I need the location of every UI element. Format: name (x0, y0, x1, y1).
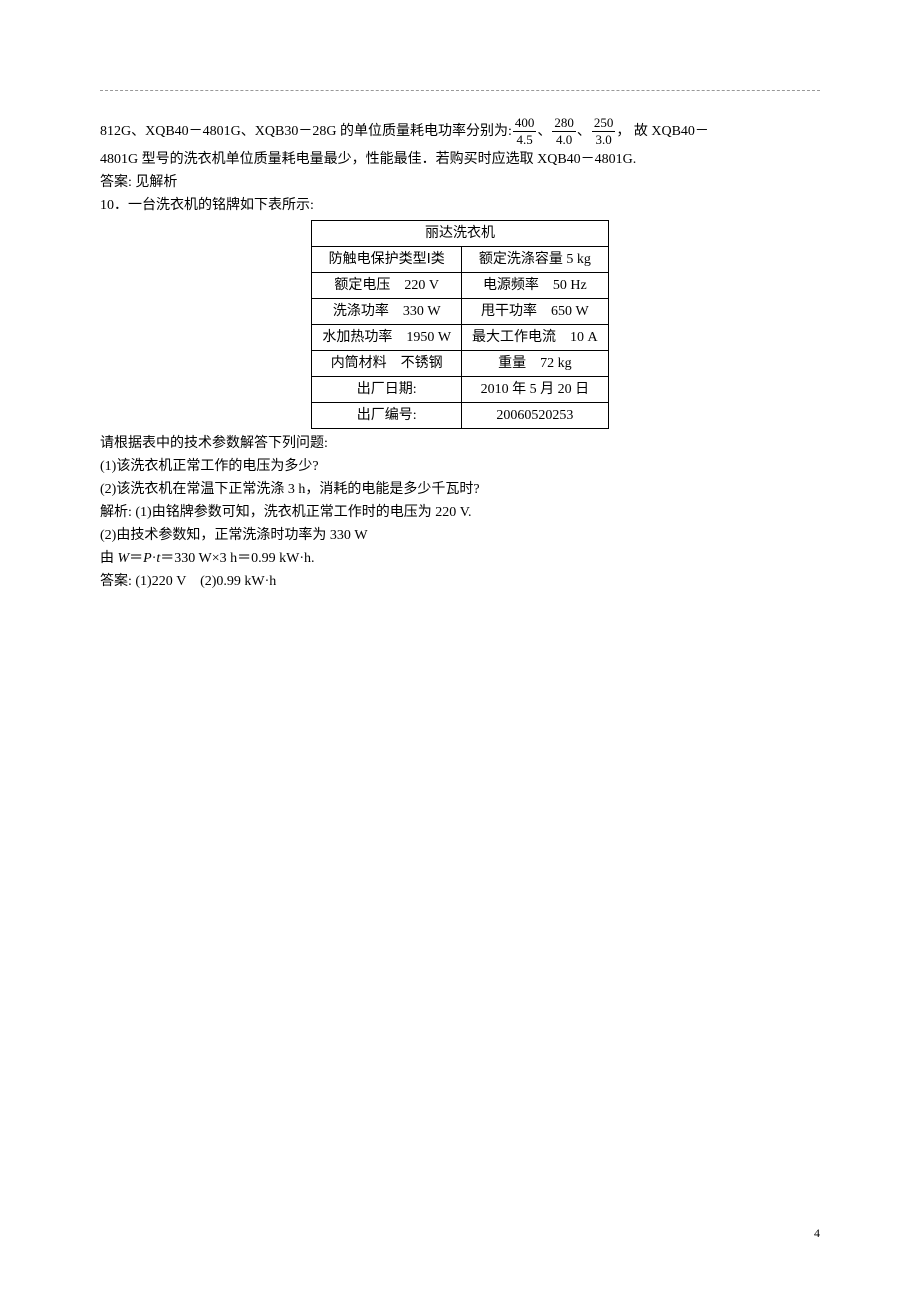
table-row: 洗涤功率 330 W 甩干功率 650 W (312, 299, 608, 325)
sep-1: 、 (537, 121, 551, 142)
question-2: (2)该洗衣机在常温下正常洗涤 3 h，消耗的电能是多少千瓦时? (100, 479, 820, 500)
fraction-2: 280 4.0 (552, 115, 576, 147)
fraction-2-num: 280 (552, 115, 576, 132)
separator-line (100, 90, 820, 91)
table-row: 水加热功率 1950 W 最大工作电流 10 A (312, 325, 608, 351)
page-number: 4 (814, 1224, 820, 1242)
cell-serial-label: 出厂编号: (312, 403, 462, 429)
cell-wash-power: 洗涤功率 330 W (312, 299, 462, 325)
question-intro: 请根据表中的技术参数解答下列问题: (100, 433, 820, 454)
a3-eq: ＝ (129, 551, 143, 566)
fraction-3: 250 3.0 (592, 115, 616, 147)
cell-manufacture-date: 2010 年 5 月 20 日 (462, 377, 609, 403)
answer-line: 答案: (1)220 V (2)0.99 kW·h (100, 571, 820, 592)
sep-2: 、 (577, 121, 591, 142)
cell-serial: 20060520253 (462, 403, 609, 429)
fraction-3-num: 250 (592, 115, 616, 132)
table-row: 额定电压 220 V 电源频率 50 Hz (312, 273, 608, 299)
table-row: 出厂日期: 2010 年 5 月 20 日 (312, 377, 608, 403)
intro-line-4: 10．一台洗衣机的铭牌如下表所示: (100, 195, 820, 216)
a3-P: P (143, 551, 152, 566)
fraction-2-den: 4.0 (554, 132, 574, 148)
intro-line-3: 答案: 见解析 (100, 172, 820, 193)
cell-protect-type: 防触电保护类型Ⅰ类 (312, 247, 462, 273)
intro-line-2: 4801G 型号的洗衣机单位质量耗电量最少，性能最佳．若购买时应选取 XQB40… (100, 149, 820, 170)
cell-rated-voltage: 额定电压 220 V (312, 273, 462, 299)
page-container: 812G、XQB40－4801G、XQB30－28G 的单位质量耗电功率分别为:… (0, 0, 920, 634)
intro-line-1-pre: 812G、XQB40－4801G、XQB30－28G 的单位质量耗电功率分别为: (100, 121, 512, 142)
cell-weight: 重量 72 kg (462, 351, 609, 377)
spec-table: 丽达洗衣机 防触电保护类型Ⅰ类 额定洗涤容量 5 kg 额定电压 220 V 电… (311, 220, 608, 429)
cell-spin-power: 甩干功率 650 W (462, 299, 609, 325)
analysis-1: 解析: (1)由铭牌参数可知，洗衣机正常工作时的电压为 220 V. (100, 502, 820, 523)
table-row: 出厂编号: 20060520253 (312, 403, 608, 429)
fraction-1-den: 4.5 (514, 132, 534, 148)
cell-wash-capacity: 额定洗涤容量 5 kg (462, 247, 609, 273)
fraction-3-den: 3.0 (593, 132, 613, 148)
table-row: 内筒材料 不锈钢 重量 72 kg (312, 351, 608, 377)
table-header-row: 丽达洗衣机 (312, 221, 608, 247)
cell-heat-power: 水加热功率 1950 W (312, 325, 462, 351)
cell-max-current: 最大工作电流 10 A (462, 325, 609, 351)
analysis-2: (2)由技术参数知，正常洗涤时功率为 330 W (100, 525, 820, 546)
table-row: 防触电保护类型Ⅰ类 额定洗涤容量 5 kg (312, 247, 608, 273)
fraction-1: 400 4.5 (513, 115, 537, 147)
cell-power-frequency: 电源频率 50 Hz (462, 273, 609, 299)
cell-drum-material: 内筒材料 不锈钢 (312, 351, 462, 377)
a3-pre: 由 (100, 551, 118, 566)
a3-post: ＝330 W×3 h＝0.99 kW·h. (160, 551, 314, 566)
fraction-1-num: 400 (513, 115, 537, 132)
question-1: (1)该洗衣机正常工作的电压为多少? (100, 456, 820, 477)
a3-W: W (118, 551, 130, 566)
cell-manufacture-date-label: 出厂日期: (312, 377, 462, 403)
intro-line-1-post: ， 故 XQB40－ (616, 121, 709, 142)
analysis-3: 由 W＝P·t＝330 W×3 h＝0.99 kW·h. (100, 548, 820, 569)
table-title: 丽达洗衣机 (312, 221, 608, 247)
intro-line-1: 812G、XQB40－4801G、XQB30－28G 的单位质量耗电功率分别为:… (100, 115, 820, 147)
